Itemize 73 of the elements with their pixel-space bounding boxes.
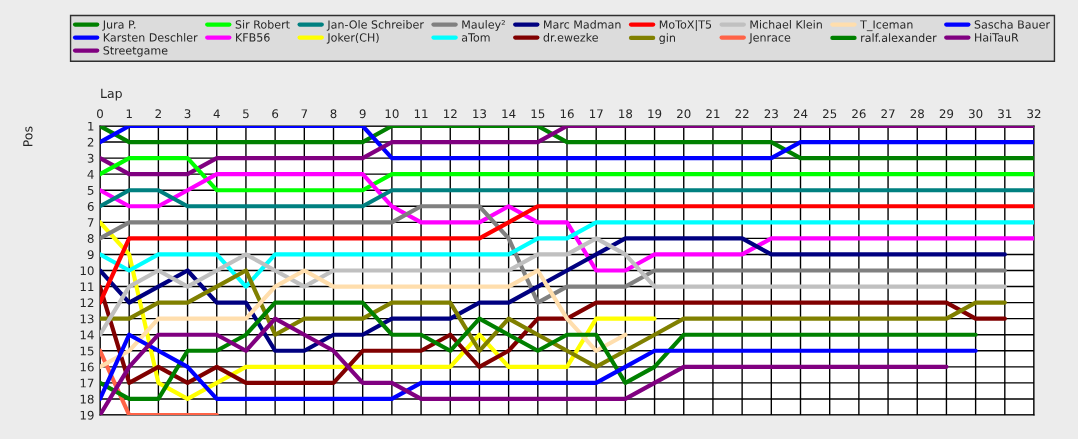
y-tick-label: 13	[80, 314, 94, 324]
y-tick-label: 9	[87, 250, 94, 260]
x-tick-label: 21	[706, 109, 720, 118]
x-tick-label: 24	[793, 109, 808, 118]
x-tick-label: 11	[414, 109, 428, 118]
x-tick-label: 1	[126, 109, 132, 118]
legend-label: MoToX|T5	[659, 20, 712, 32]
y-tick-label: 6	[87, 202, 94, 211]
x-tick-label: 6	[272, 109, 279, 119]
y-tick-label: 18	[80, 394, 94, 404]
y-tick-label: 17	[80, 378, 94, 388]
legend-label: Jenrace	[748, 33, 791, 44]
x-tick-label: 7	[301, 109, 308, 118]
x-tick-label: 23	[764, 109, 778, 119]
x-tick-label: 3	[184, 109, 191, 119]
x-tick-label: 10	[385, 109, 399, 119]
x-tick-label: 25	[823, 109, 837, 119]
y-tick-label: 8	[87, 234, 94, 244]
x-tick-label: 17	[589, 109, 603, 118]
x-tick-label: 29	[939, 109, 954, 119]
legend-label: Marc Madman	[544, 20, 621, 29]
legend-label: Jan-Ole Schreiber	[326, 20, 424, 31]
legend-label: Streetgame	[103, 46, 168, 57]
x-tick-label: 4	[213, 109, 220, 118]
legend-label: Karsten Deschler	[103, 33, 198, 42]
legend-label: T_Iceman	[860, 20, 913, 32]
x-tick-label: 12	[444, 109, 457, 118]
x-tick-label: 9	[359, 109, 366, 119]
y-tick-label: 12	[80, 298, 94, 308]
x-tick-label: 14	[502, 109, 516, 118]
y-tick-label: 16	[80, 362, 94, 372]
x-tick-label: 19	[648, 109, 662, 119]
x-tick-label: 2	[155, 109, 161, 118]
y-tick-label: 15	[80, 346, 94, 356]
x-axis-title: Lap	[101, 88, 122, 101]
legend-label: gin	[659, 33, 675, 45]
legend-label: ralf.alexander	[861, 33, 937, 42]
y-axis-title: Pos	[23, 126, 33, 147]
y-tick-label: 19	[80, 410, 94, 420]
y-tick-label: 2	[87, 137, 94, 147]
legend-label: KFB56	[236, 33, 270, 42]
x-tick-label: 26	[852, 109, 866, 119]
y-tick-label: 5	[87, 186, 94, 195]
legend-label: Jura P.	[102, 20, 136, 31]
x-tick-label: 20	[677, 109, 691, 119]
legend-label: Sascha Bauer	[974, 20, 1050, 29]
x-tick-label: 16	[560, 109, 574, 119]
x-tick-label: 28	[910, 109, 924, 119]
y-tick-label: 3	[87, 153, 94, 163]
legend-label: Joker(CH)	[326, 33, 379, 44]
legend-label: Sir Robert	[235, 20, 290, 29]
y-tick-label: 1	[88, 121, 94, 131]
x-tick-label: 30	[969, 109, 983, 119]
y-tick-label: 10	[80, 266, 94, 276]
x-tick-label: 0	[97, 109, 103, 119]
y-tick-label: 7	[87, 218, 94, 227]
x-tick-label: 13	[473, 109, 486, 119]
legend-label: dr.ewezke	[543, 33, 598, 42]
y-tick-label: 11	[80, 282, 94, 292]
legend-label: Mauley²	[462, 20, 505, 31]
x-tick-label: 31	[998, 109, 1012, 119]
y-tick-label: 4	[87, 170, 94, 179]
x-tick-label: 27	[881, 109, 895, 118]
legend-label: HaiTauR	[975, 33, 1019, 42]
x-tick-label: 5	[243, 109, 249, 119]
x-tick-label: 15	[531, 109, 545, 119]
legend-label: Michael Klein	[750, 20, 822, 29]
y-tick-label: 14	[80, 330, 94, 340]
x-tick-label: 18	[619, 109, 633, 119]
x-tick-label: 8	[330, 109, 337, 119]
legend-label: aTom	[461, 33, 490, 42]
x-tick-label: 22	[735, 109, 749, 118]
x-tick-label: 32	[1027, 109, 1041, 119]
